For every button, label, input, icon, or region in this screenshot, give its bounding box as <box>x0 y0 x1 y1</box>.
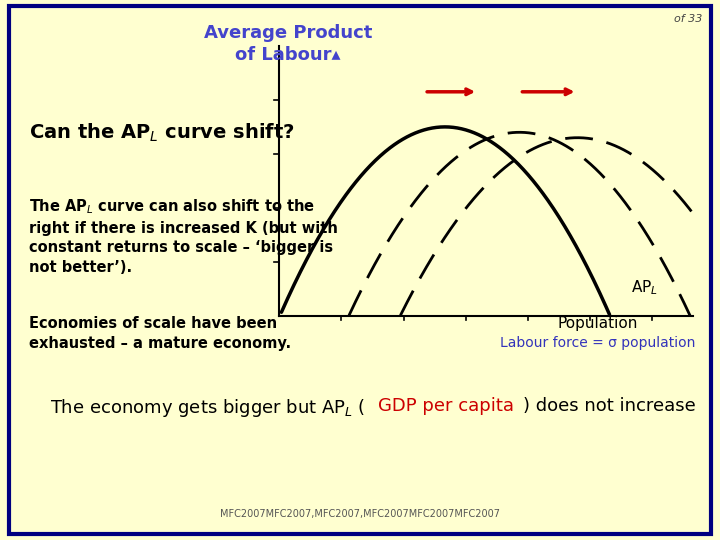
Text: ) does not increase: ) does not increase <box>523 397 696 415</box>
Text: Labour force = σ population: Labour force = σ population <box>500 336 696 350</box>
Text: GDP per capita: GDP per capita <box>378 397 514 415</box>
Text: Average Product: Average Product <box>204 24 372 42</box>
Text: Can the AP$_L$ curve shift?: Can the AP$_L$ curve shift? <box>29 122 294 144</box>
Text: of Labour▴: of Labour▴ <box>235 46 341 64</box>
Text: of 33: of 33 <box>674 14 702 24</box>
Text: AP$_L$: AP$_L$ <box>631 278 658 297</box>
Text: MFC2007MFC2007,MFC2007,MFC2007MFC2007MFC2007: MFC2007MFC2007,MFC2007,MFC2007MFC2007MFC… <box>220 509 500 519</box>
Text: Economies of scale have been
exhausted – a mature economy.: Economies of scale have been exhausted –… <box>29 316 291 350</box>
Text: The economy gets bigger but AP$_L$ (: The economy gets bigger but AP$_L$ ( <box>50 397 366 419</box>
Text: The AP$_L$ curve can also shift to the
right if there is increased K (but with
c: The AP$_L$ curve can also shift to the r… <box>29 197 338 275</box>
Text: Population: Population <box>557 316 638 331</box>
